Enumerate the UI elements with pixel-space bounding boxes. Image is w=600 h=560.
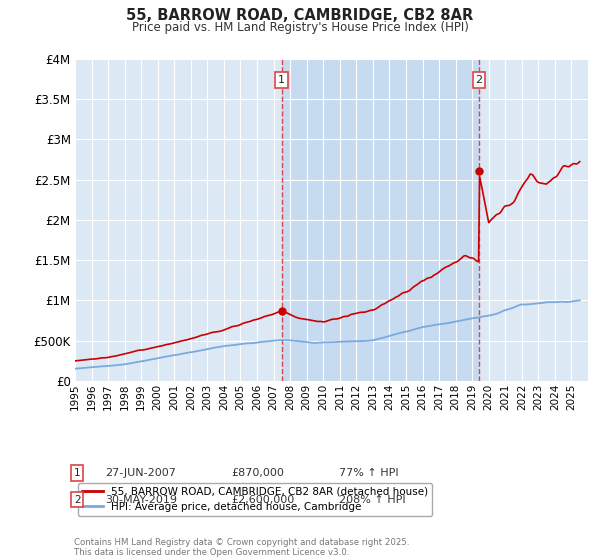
Text: Contains HM Land Registry data © Crown copyright and database right 2025.
This d: Contains HM Land Registry data © Crown c…	[74, 538, 409, 557]
Text: 208% ↑ HPI: 208% ↑ HPI	[339, 494, 406, 505]
Bar	[281, 59, 479, 381]
Text: Price paid vs. HM Land Registry's House Price Index (HPI): Price paid vs. HM Land Registry's House …	[131, 21, 469, 34]
Text: 30-MAY-2019: 30-MAY-2019	[105, 494, 177, 505]
Legend: 55, BARROW ROAD, CAMBRIDGE, CB2 8AR (detached house), HPI: Average price, detach: 55, BARROW ROAD, CAMBRIDGE, CB2 8AR (det…	[77, 483, 432, 516]
Text: 77% ↑ HPI: 77% ↑ HPI	[339, 468, 398, 478]
Text: 27-JUN-2007: 27-JUN-2007	[105, 468, 176, 478]
Text: 1: 1	[278, 75, 285, 85]
Text: £870,000: £870,000	[231, 468, 284, 478]
Text: 2: 2	[475, 75, 482, 85]
Text: 2: 2	[74, 494, 80, 505]
Text: 1: 1	[74, 468, 80, 478]
Text: £2,600,000: £2,600,000	[231, 494, 294, 505]
Text: 55, BARROW ROAD, CAMBRIDGE, CB2 8AR: 55, BARROW ROAD, CAMBRIDGE, CB2 8AR	[127, 8, 473, 24]
